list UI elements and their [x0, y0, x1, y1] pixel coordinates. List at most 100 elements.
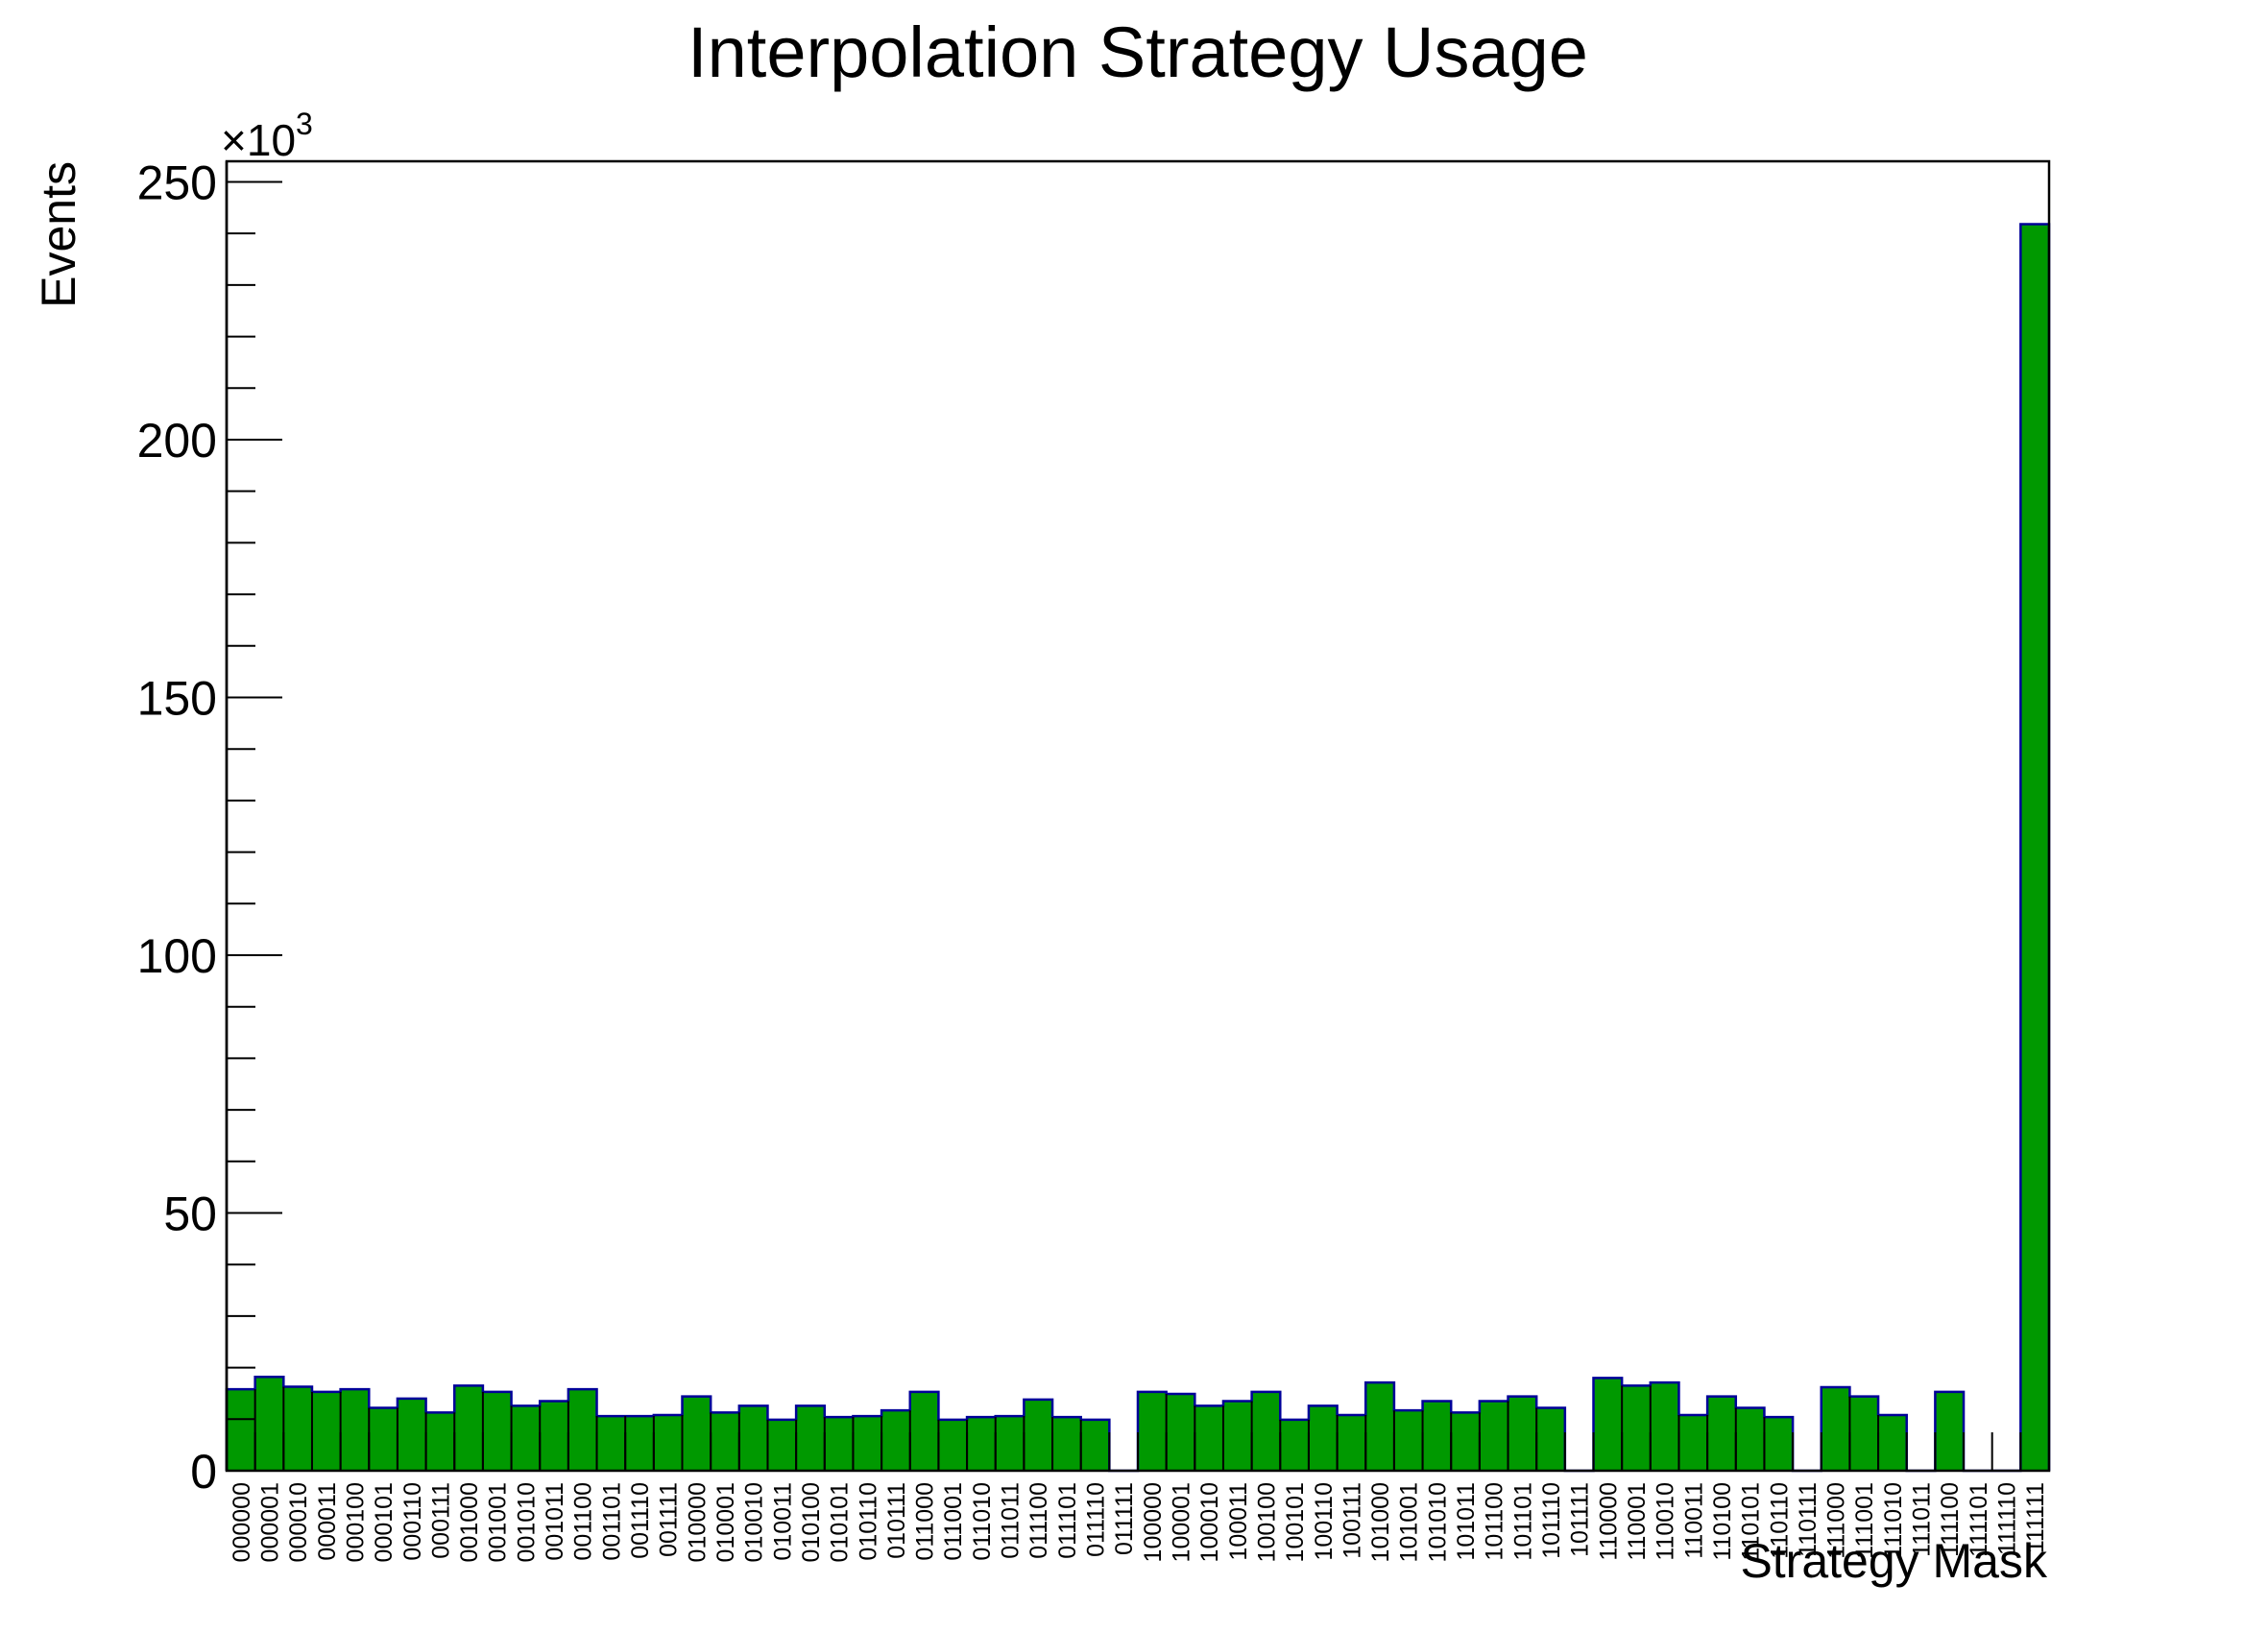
bar	[227, 1389, 255, 1471]
x-tick-label: 110011	[1680, 1482, 1707, 1559]
bar	[1821, 1387, 1850, 1471]
x-tick-label: 100101	[1282, 1482, 1309, 1562]
x-tick-label: 001101	[598, 1482, 625, 1561]
x-tick-label: 101011	[1453, 1482, 1480, 1561]
x-tick-label: 001110	[627, 1482, 654, 1559]
bar	[1678, 1415, 1708, 1471]
x-tick-label: 010001	[712, 1482, 739, 1562]
bar	[796, 1405, 825, 1471]
bar	[909, 1391, 939, 1471]
x-tick-label: 100000	[1140, 1482, 1167, 1562]
x-tick-label: 110001	[1624, 1482, 1651, 1561]
bar	[369, 1407, 398, 1471]
x-tick-label: 001001	[485, 1482, 512, 1562]
x-tick-label: 010111	[883, 1482, 910, 1559]
bar	[1536, 1407, 1565, 1471]
x-tick-label: 000000	[229, 1482, 255, 1562]
y-axis-multiplier-exponent: 3	[296, 107, 313, 141]
x-tick-label: 011011	[998, 1482, 1025, 1559]
x-tick-label: 001000	[456, 1482, 483, 1562]
x-tick-label: 001100	[570, 1482, 597, 1561]
bar	[1166, 1393, 1195, 1471]
x-tick-label: 110110	[1766, 1482, 1793, 1559]
y-tick-label: 0	[190, 1445, 217, 1499]
x-tick-label: 101111	[1567, 1482, 1594, 1557]
x-tick-label: 111100	[1937, 1482, 1964, 1557]
x-tick-label: 010100	[798, 1482, 825, 1562]
bar	[625, 1416, 654, 1471]
bar	[482, 1391, 512, 1471]
x-tick-label: 000111	[427, 1482, 454, 1559]
x-tick-label: 111011	[1909, 1482, 1936, 1557]
bar	[1393, 1410, 1423, 1471]
bar	[881, 1410, 910, 1471]
bar	[340, 1389, 370, 1471]
bar	[1308, 1405, 1338, 1471]
bar	[1052, 1417, 1081, 1471]
bar	[938, 1419, 968, 1471]
bar	[1194, 1405, 1223, 1471]
bar	[1593, 1378, 1623, 1471]
bar	[1707, 1396, 1736, 1471]
x-tick-label: 110101	[1738, 1482, 1765, 1561]
x-tick-label: 111001	[1851, 1482, 1878, 1559]
bar	[1650, 1382, 1679, 1471]
x-tick-label: 011101	[1054, 1482, 1081, 1559]
bar	[1222, 1401, 1252, 1471]
bar	[1508, 1396, 1537, 1471]
x-tick-label: 110111	[1795, 1482, 1822, 1557]
bar	[1337, 1415, 1366, 1471]
bar	[283, 1386, 312, 1471]
x-tick-label: 101101	[1509, 1482, 1536, 1561]
x-tick-label: 010011	[769, 1482, 796, 1561]
chart-title: Interpolation Strategy Usage	[688, 12, 1588, 92]
x-tick-label: 000100	[342, 1482, 369, 1562]
x-tick-label: 010101	[827, 1482, 854, 1562]
bar	[1251, 1391, 1281, 1471]
x-tick-label: 001011	[542, 1482, 568, 1561]
bar	[995, 1416, 1025, 1471]
bar	[1280, 1419, 1309, 1471]
bar	[682, 1396, 712, 1471]
bar	[738, 1405, 768, 1471]
bar	[1764, 1417, 1794, 1471]
y-axis-multiplier-base: ×10	[221, 115, 296, 165]
bar	[1935, 1391, 1965, 1471]
y-tick-label: 100	[137, 929, 217, 983]
bar	[454, 1385, 483, 1471]
y-axis: 0 50 100 150 200 250	[137, 156, 282, 1499]
bar	[711, 1412, 739, 1471]
x-axis: 000000 000001 000010 000011 000100 000101 0001…	[226, 1432, 2050, 1562]
x-tick-label: 101100	[1482, 1482, 1508, 1561]
bar	[1479, 1401, 1508, 1471]
y-axis-multiplier: ×103	[221, 107, 313, 165]
bar	[425, 1412, 455, 1471]
bar	[1080, 1419, 1110, 1471]
x-tick-label: 000001	[256, 1482, 283, 1562]
x-tick-label: 111111	[2022, 1482, 2049, 1553]
x-tick-label: 001111	[656, 1482, 683, 1557]
bar	[1138, 1391, 1167, 1471]
x-tick-label: 100111	[1339, 1482, 1365, 1559]
x-tick-label: 011111	[1111, 1482, 1138, 1555]
histogram-outline	[225, 223, 2051, 1473]
y-tick-label: 50	[163, 1187, 217, 1240]
x-tick-label: 010000	[684, 1482, 711, 1562]
x-tick-label: 100100	[1253, 1482, 1280, 1562]
x-tick-label: 000010	[285, 1482, 312, 1562]
bar	[1024, 1399, 1053, 1471]
x-axis-title: Strategy Mask	[1740, 1534, 2048, 1588]
x-tick-label: 100110	[1311, 1482, 1338, 1561]
bar	[254, 1377, 284, 1471]
bar	[1365, 1382, 1394, 1471]
x-tick-label: 111101	[1966, 1482, 1992, 1557]
bar	[767, 1419, 797, 1471]
x-tick-label: 011000	[912, 1482, 939, 1561]
x-tick-label: 011001	[940, 1482, 967, 1561]
bar	[853, 1416, 882, 1471]
x-tick-label: 000110	[399, 1482, 426, 1561]
bar	[511, 1405, 541, 1471]
y-axis-title: Events	[32, 161, 85, 308]
